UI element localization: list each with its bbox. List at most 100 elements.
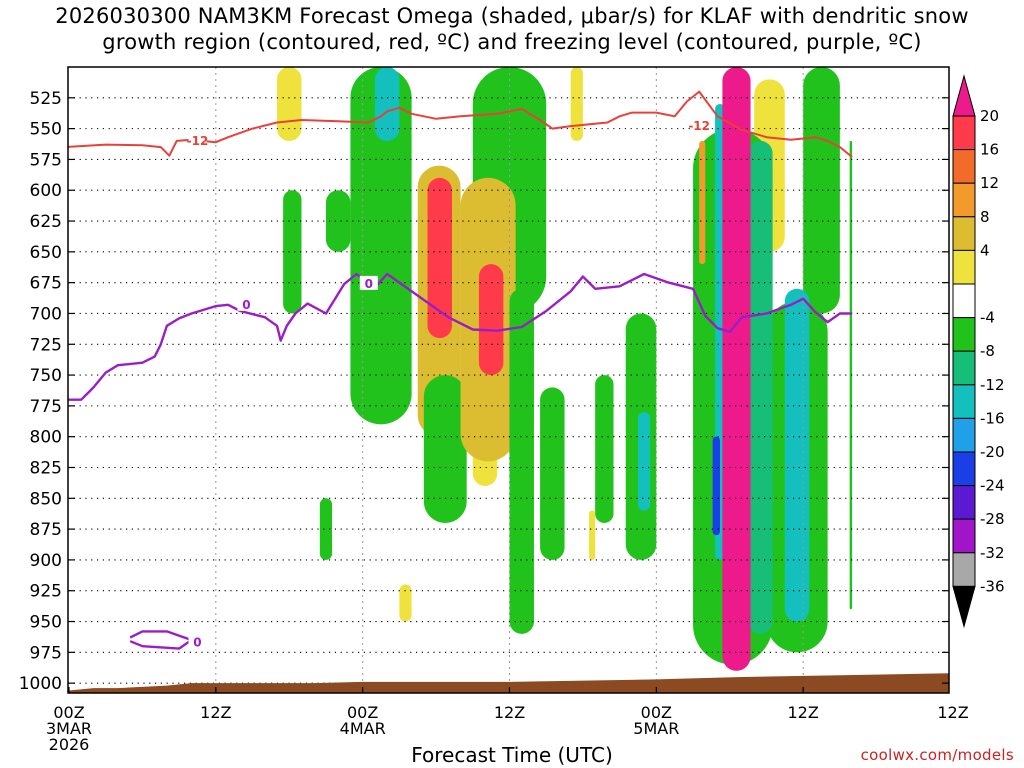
colorbar-label: 8	[980, 208, 990, 226]
x-tick-label: 00Z	[347, 703, 378, 722]
y-tick-label: 825	[30, 458, 62, 478]
colorbar: 20 16 12 8 4 -4 -8 -12 -16 -20 -24 -28 -32 -36	[952, 74, 1005, 629]
colorbar-label: -32	[980, 544, 1005, 562]
omega-cell	[423, 375, 467, 523]
plot-frame	[67, 66, 950, 694]
omega-cell	[570, 67, 583, 141]
omega-cell	[748, 140, 773, 634]
x-tick-label: 12Z	[494, 703, 525, 722]
freezing-level-label: 0	[193, 635, 201, 649]
y-axis: 525 550 575 600 625 650 675 700 725 750 775 800 825 8…	[19, 89, 949, 694]
chart-title-line-1: 2026030300 NAM3KM Forecast Omega (shaded…	[55, 4, 969, 28]
omega-cell	[637, 412, 651, 511]
colorbar-bottom-extension	[952, 585, 976, 629]
colorbar-bin	[952, 249, 976, 285]
colorbar-label: -16	[980, 409, 1005, 427]
colorbar-label: -12	[980, 376, 1005, 394]
x-tick-label: 12Z	[788, 703, 819, 722]
omega-cell	[399, 584, 412, 622]
x-tick-label: 4MAR	[340, 719, 386, 738]
omega-shading	[277, 67, 853, 671]
colorbar-bin	[952, 552, 976, 587]
freezing-level-contour	[68, 272, 853, 401]
omega-cell	[803, 67, 840, 314]
snow-growth-label-bg	[690, 118, 709, 133]
y-tick-label: 850	[30, 489, 62, 509]
colorbar-bin	[952, 417, 976, 453]
omega-cell	[849, 140, 853, 610]
colorbar-label: -36	[980, 577, 1005, 595]
freezing-level-label: 0	[242, 298, 250, 312]
y-tick-label: 700	[30, 304, 62, 324]
omega-cell	[478, 264, 504, 376]
omega-cell	[374, 67, 400, 141]
x-tick-label: 12Z	[937, 703, 968, 722]
omega-cell	[325, 190, 351, 252]
snow-growth-label: -12	[688, 119, 710, 133]
colorbar-bin	[952, 350, 976, 386]
x-tick-label: 2026	[49, 735, 90, 754]
colorbar-bin	[952, 115, 976, 151]
colorbar-bin	[952, 317, 976, 352]
y-tick-label: 975	[30, 643, 62, 663]
y-tick-label: 650	[30, 243, 62, 263]
omega-cell	[509, 288, 534, 634]
omega-cell	[699, 140, 706, 265]
y-tick-label: 600	[30, 181, 62, 201]
omega-cell	[595, 375, 614, 523]
y-tick-label: 1000	[19, 674, 62, 694]
colorbar-bin	[952, 451, 976, 487]
omega-cell	[784, 288, 810, 622]
colorbar-label: 20	[980, 107, 999, 125]
y-tick-label: 575	[30, 150, 62, 170]
credit-text[interactable]: coolwx.com/models	[860, 746, 1014, 764]
y-tick-label: 550	[30, 120, 62, 140]
terrain-ground	[68, 673, 949, 693]
colorbar-label: 4	[980, 241, 990, 259]
omega-cell	[540, 387, 565, 560]
omega-cell	[277, 67, 302, 141]
x-tick-label: 3MAR	[46, 719, 92, 738]
y-tick-label: 775	[30, 397, 62, 417]
y-tick-label: 625	[30, 212, 62, 232]
colorbar-label: 12	[980, 174, 999, 192]
freezing-level-label-bg	[359, 275, 378, 290]
colorbar-label: -4	[980, 309, 995, 327]
colorbar-bin	[952, 518, 976, 554]
y-tick-label: 950	[30, 613, 62, 633]
x-tick-label: 00Z	[641, 703, 672, 722]
y-tick-label: 675	[30, 274, 62, 294]
y-tick-label: 725	[30, 335, 62, 355]
x-axis-title: Forecast Time (UTC)	[411, 743, 613, 767]
y-tick-label: 925	[30, 582, 62, 602]
colorbar-label: -20	[980, 443, 1005, 461]
colorbar-bin	[952, 384, 976, 419]
chart-title-line-2: growth region (contoured, red, ºC) and f…	[102, 30, 922, 54]
omega-cell	[589, 510, 596, 560]
grid	[68, 67, 949, 693]
freezing-level-label-bg	[188, 634, 207, 649]
y-tick-label: 900	[30, 551, 62, 571]
y-tick-label: 525	[30, 89, 62, 109]
omega-cell	[319, 498, 333, 560]
colorbar-label: -28	[980, 510, 1005, 528]
omega-cell	[722, 67, 751, 671]
omega-cell	[350, 67, 412, 425]
freezing-level-label-bg	[237, 296, 256, 311]
x-tick-label: 00Z	[53, 703, 84, 722]
y-tick-label: 750	[30, 366, 62, 386]
y-tick-label: 800	[30, 428, 62, 448]
contours: -12 -12 0 0 0	[68, 90, 853, 650]
omega-cell	[283, 190, 302, 314]
snow-growth-label: -12	[187, 134, 209, 148]
colorbar-bin	[952, 149, 976, 184]
colorbar-bin	[952, 283, 976, 319]
x-tick-label: 5MAR	[633, 719, 679, 738]
freezing-level-label: 0	[365, 277, 373, 291]
colorbar-label: 16	[980, 141, 999, 159]
x-tick-label: 12Z	[200, 703, 231, 722]
omega-cell	[712, 436, 720, 536]
colorbar-label: -24	[980, 477, 1005, 495]
